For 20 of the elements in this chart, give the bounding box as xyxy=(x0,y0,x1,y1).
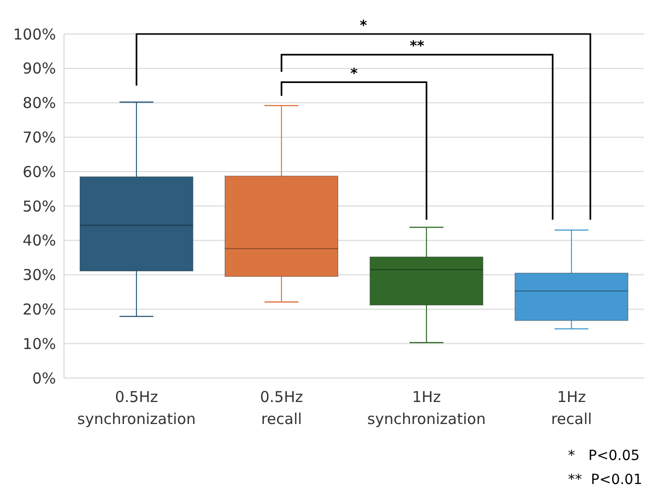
x-tick-label: 1Hz synchronization xyxy=(367,388,486,428)
y-tick-label: 0% xyxy=(32,369,56,388)
x-tick-label: 1Hz recall xyxy=(551,388,592,428)
x-tick-label: 0.5Hz synchronization xyxy=(77,388,196,428)
y-tick-label: 10% xyxy=(22,334,56,353)
text: ** P<0.01 xyxy=(568,471,642,490)
y-tick-label: 40% xyxy=(22,232,56,250)
y-tick-label: 50% xyxy=(22,197,56,216)
text: * P<0.05 xyxy=(568,447,641,466)
y-tick-label: 20% xyxy=(22,300,56,319)
y-tick-label: 90% xyxy=(22,60,56,78)
annotation: ** xyxy=(410,38,426,55)
y-tick-label: 30% xyxy=(22,266,56,284)
y-tick-label: 70% xyxy=(22,128,56,147)
y-tick-label: 60% xyxy=(22,162,56,181)
annotation: * xyxy=(360,18,368,34)
y-tick-label: 100% xyxy=(13,25,56,44)
annotation: * xyxy=(350,66,358,82)
y-tick-label: 80% xyxy=(22,94,56,112)
x-tick-label: 0.5Hz recall xyxy=(260,388,304,428)
